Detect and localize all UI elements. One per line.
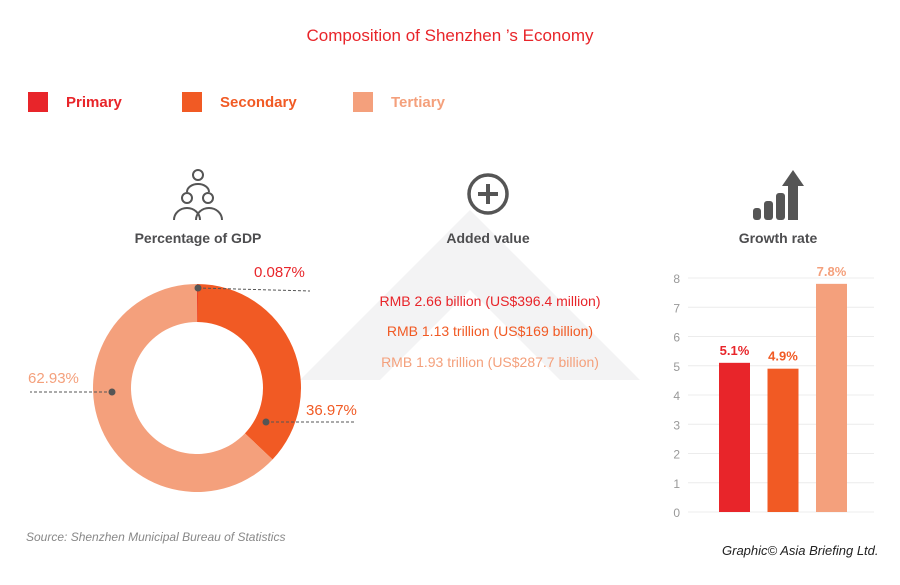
y-tick-label: 6 [673,331,680,345]
y-tick-label: 7 [673,301,680,315]
bar-value-label: 5.1% [720,343,750,358]
slice-tertiary [92,284,273,492]
added-value-primary: RMB 2.66 billion (US$396.4 million) [379,293,601,309]
chart-title: Composition of Shenzhen ’s Economy [306,26,594,45]
bar-value-label: 7.8% [817,264,847,279]
y-tick-label: 4 [673,389,680,403]
bar-value-label: 4.9% [768,349,798,364]
slice-primary [197,284,198,323]
legend-swatch [182,92,202,112]
y-tick-label: 3 [673,418,680,432]
gdp-heading: Percentage of GDP [134,230,262,246]
legend-secondary: Secondary [182,92,297,112]
plus-circle-icon [467,173,509,215]
legend-swatch [353,92,373,112]
leader-line [197,287,311,292]
gdp-donut-chart [30,284,356,492]
legend-tertiary: Tertiary [353,92,445,112]
bar-secondary [767,368,799,512]
y-tick-label: 1 [673,477,680,491]
growth-heading: Growth rate [738,230,818,246]
added-value-secondary: RMB 1.13 trillion (US$169 billion) [386,323,594,339]
y-tick-label: 8 [673,272,680,286]
added-value-tertiary: RMB 1.93 trillion (US$287.7 billion) [381,354,599,370]
credit: Graphic© Asia Briefing Ltd. [722,543,879,558]
added-value-heading: Added value [446,230,530,246]
y-tick-label: 0 [673,506,680,520]
legend-swatch [28,92,48,112]
bar-primary [719,362,750,512]
label-secondary-share: 36.97% [306,402,357,419]
slice-secondary [197,284,302,460]
source-note: Source: Shenzhen Municipal Bureau of Sta… [26,530,286,544]
legend-primary: Primary [28,92,122,112]
y-tick-label: 5 [673,360,680,374]
growth-bar-chart: 0 1 2 3 4 5 6 7 8 5.1% 4.9% 7.8% [673,264,874,520]
growth-arrow-icon [753,170,804,220]
bar-tertiary [816,283,847,512]
label-primary-share: 0.087% [254,264,305,281]
label-tertiary-share: 62.93% [28,370,79,387]
people-icon [173,169,223,221]
y-tick-label: 2 [673,448,680,462]
leader-dot [108,388,116,396]
leader-dot [194,284,202,292]
leader-dot [262,418,270,426]
